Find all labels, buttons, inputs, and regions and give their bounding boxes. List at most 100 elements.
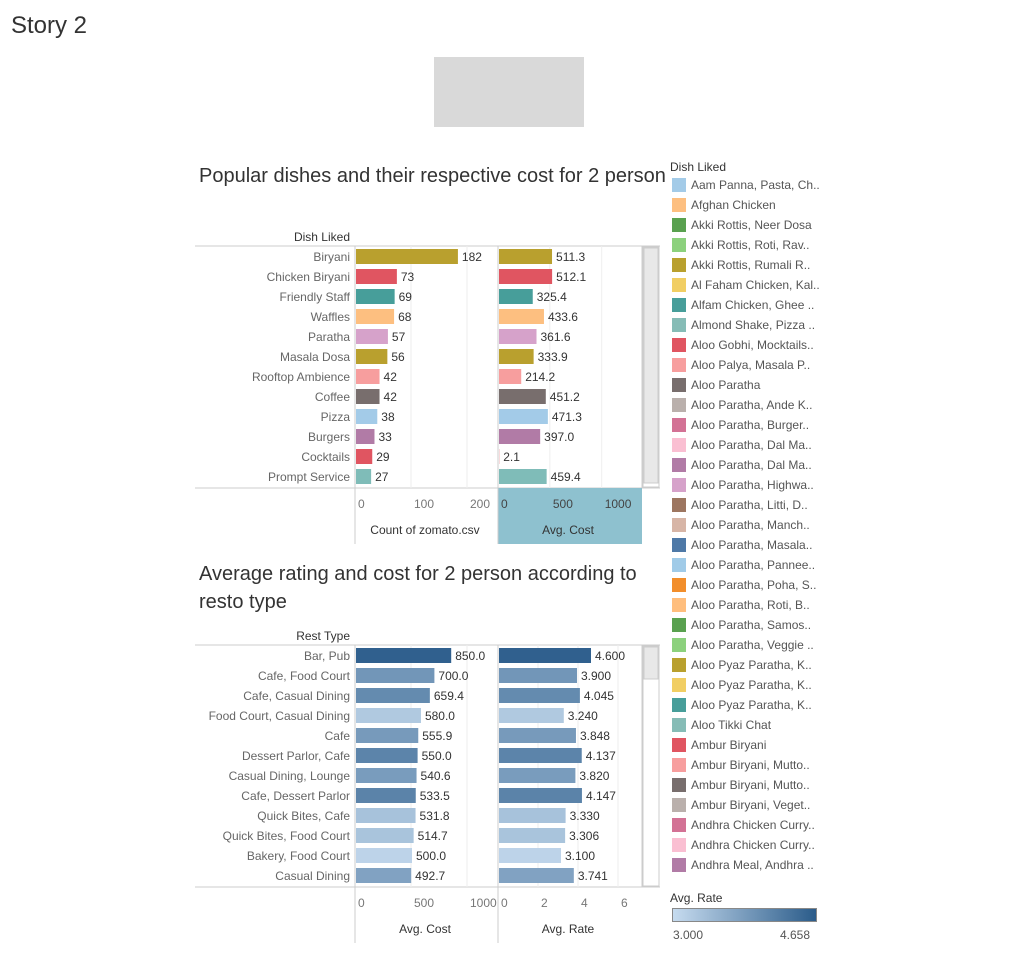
legend-swatch bbox=[672, 318, 686, 332]
data-label: 56 bbox=[391, 350, 405, 364]
legend-item[interactable]: Aloo Paratha, Burger.. bbox=[672, 415, 832, 435]
bar bbox=[356, 748, 418, 763]
bar bbox=[499, 389, 546, 404]
legend-swatch bbox=[672, 178, 686, 192]
tick-label: 200 bbox=[470, 497, 490, 511]
legend-item[interactable]: Afghan Chicken bbox=[672, 195, 832, 215]
row-label: Cafe bbox=[325, 729, 351, 743]
bar bbox=[356, 409, 378, 424]
legend-item[interactable]: Ambur Biryani, Mutto.. bbox=[672, 755, 832, 775]
legend-item[interactable]: Aloo Paratha, Masala.. bbox=[672, 535, 832, 555]
legend-label: Afghan Chicken bbox=[691, 198, 776, 212]
data-label: 3.848 bbox=[580, 729, 610, 743]
bar bbox=[356, 808, 416, 823]
tick-label: 500 bbox=[553, 497, 573, 511]
scrollbar-thumb[interactable] bbox=[643, 247, 659, 484]
data-label: 555.9 bbox=[422, 729, 452, 743]
legend-item[interactable]: Aloo Paratha, Poha, S.. bbox=[672, 575, 832, 595]
legend-item[interactable]: Akki Rottis, Roti, Rav.. bbox=[672, 235, 832, 255]
legend-swatch bbox=[672, 618, 686, 632]
legend-item[interactable]: Aloo Paratha, Veggie .. bbox=[672, 635, 832, 655]
legend-list[interactable]: Aam Panna, Pasta, Ch.. Afghan Chicken Akki… bbox=[672, 175, 832, 875]
legend-item[interactable]: Aloo Paratha, Dal Ma.. bbox=[672, 435, 832, 455]
legend-swatch bbox=[672, 778, 686, 792]
legend-label: Akki Rottis, Neer Dosa bbox=[691, 218, 812, 232]
tick-label: 6 bbox=[621, 896, 628, 910]
legend-label: Aloo Paratha, Samos.. bbox=[691, 618, 812, 632]
bar bbox=[356, 469, 372, 484]
legend-label: Andhra Chicken Curry.. bbox=[691, 838, 815, 852]
legend-label: Aloo Paratha, Litti, D.. bbox=[691, 498, 808, 512]
data-label: 4.600 bbox=[595, 649, 625, 663]
legend-label: Aloo Tikki Chat bbox=[691, 718, 772, 732]
legend-item[interactable]: Aloo Paratha, Dal Ma.. bbox=[672, 455, 832, 475]
row-label: Waffles bbox=[311, 310, 350, 324]
data-label: 3.240 bbox=[568, 709, 598, 723]
legend-item[interactable]: Aloo Paratha, Manch.. bbox=[672, 515, 832, 535]
legend-swatch bbox=[672, 218, 686, 232]
legend-item[interactable]: Aloo Paratha, Samos.. bbox=[672, 615, 832, 635]
legend-item[interactable]: Ambur Biryani, Veget.. bbox=[672, 795, 832, 815]
bar bbox=[499, 469, 547, 484]
legend-item[interactable]: Ambur Biryani bbox=[672, 735, 832, 755]
legend-item[interactable]: Aloo Paratha bbox=[672, 375, 832, 395]
legend-swatch bbox=[672, 678, 686, 692]
legend-swatch bbox=[672, 198, 686, 212]
legend-swatch bbox=[672, 858, 686, 872]
legend-item[interactable]: Andhra Meal, Andhra .. bbox=[672, 855, 832, 875]
bar bbox=[499, 409, 548, 424]
data-label: 511.3 bbox=[556, 250, 585, 264]
legend-swatch bbox=[672, 378, 686, 392]
data-label: 27 bbox=[375, 470, 389, 484]
legend-item[interactable]: Aloo Pyaz Paratha, K.. bbox=[672, 675, 832, 695]
tick-label: 1000 bbox=[470, 896, 497, 910]
data-label: 3.306 bbox=[569, 829, 599, 843]
legend-item[interactable]: Akki Rottis, Neer Dosa bbox=[672, 215, 832, 235]
axis-title: Avg. Cost bbox=[542, 523, 594, 537]
legend-item[interactable]: Andhra Chicken Curry.. bbox=[672, 815, 832, 835]
legend-label: Aloo Paratha, Dal Ma.. bbox=[691, 458, 812, 472]
chart2-title: Average rating and cost for 2 person acc… bbox=[199, 563, 637, 613]
data-label: 492.7 bbox=[415, 869, 445, 883]
legend-item[interactable]: Almond Shake, Pizza .. bbox=[672, 315, 832, 335]
legend-item[interactable]: Aam Panna, Pasta, Ch.. bbox=[672, 175, 832, 195]
legend-label: Aloo Paratha, Pannee.. bbox=[691, 558, 816, 572]
legend-item[interactable]: Ambur Biryani, Mutto.. bbox=[672, 775, 832, 795]
legend-item[interactable]: Aloo Paratha, Pannee.. bbox=[672, 555, 832, 575]
legend-item[interactable]: Aloo Pyaz Paratha, K.. bbox=[672, 695, 832, 715]
legend-item[interactable]: Alfam Chicken, Ghee .. bbox=[672, 295, 832, 315]
legend-item[interactable]: Andhra Chicken Curry.. bbox=[672, 835, 832, 855]
bar bbox=[356, 329, 388, 344]
legend-item[interactable]: Aloo Pyaz Paratha, K.. bbox=[672, 655, 832, 675]
legend-item[interactable]: Aloo Gobhi, Mocktails.. bbox=[672, 335, 832, 355]
scrollbar-thumb[interactable] bbox=[643, 646, 659, 680]
legend-swatch bbox=[672, 518, 686, 532]
legend-item[interactable]: Akki Rottis, Rumali R.. bbox=[672, 255, 832, 275]
legend-item[interactable]: Aloo Tikki Chat bbox=[672, 715, 832, 735]
legend-swatch bbox=[672, 398, 686, 412]
data-label: 580.0 bbox=[425, 709, 455, 723]
story-title: Story 2 bbox=[11, 12, 88, 39]
bar bbox=[499, 848, 561, 863]
row-label: Paratha bbox=[308, 330, 350, 344]
bar bbox=[356, 688, 430, 703]
row-label: Food Court, Casual Dining bbox=[209, 709, 350, 723]
row-label: Burgers bbox=[308, 430, 350, 444]
scrollbar-track[interactable] bbox=[642, 645, 660, 887]
row-label: Cafe, Food Court bbox=[258, 669, 351, 683]
legend-label: Andhra Meal, Andhra .. bbox=[691, 858, 814, 872]
legend-item[interactable]: Aloo Paratha, Roti, B.. bbox=[672, 595, 832, 615]
row-label: Quick Bites, Cafe bbox=[257, 809, 350, 823]
chart1-title: Popular dishes and their respective cost… bbox=[199, 165, 666, 187]
legend-item[interactable]: Aloo Paratha, Highwa.. bbox=[672, 475, 832, 495]
data-label: 512.1 bbox=[556, 270, 586, 284]
row-label: Coffee bbox=[315, 390, 350, 404]
legend-item[interactable]: Aloo Paratha, Litti, D.. bbox=[672, 495, 832, 515]
bar bbox=[356, 389, 380, 404]
legend-item[interactable]: Aloo Paratha, Ande K.. bbox=[672, 395, 832, 415]
row-label: Pizza bbox=[321, 410, 351, 424]
legend-swatch bbox=[672, 278, 686, 292]
bar bbox=[356, 449, 373, 464]
legend-item[interactable]: Al Faham Chicken, Kal.. bbox=[672, 275, 832, 295]
legend-item[interactable]: Aloo Palya, Masala P.. bbox=[672, 355, 832, 375]
